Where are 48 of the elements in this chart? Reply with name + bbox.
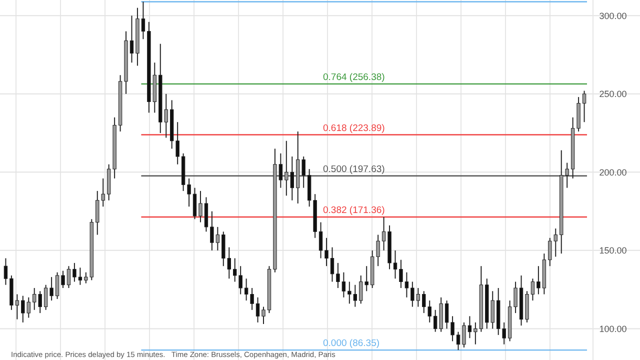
candlestick [450, 316, 454, 342]
candlestick [192, 187, 197, 220]
ref-line-label: 0.764 (256.38) [323, 72, 385, 83]
candlestick [72, 262, 76, 282]
candlestick [256, 296, 260, 323]
candlestick [187, 178, 191, 208]
y-tick-label: 300.00 [599, 10, 627, 21]
y-tick-label: 100.00 [599, 324, 627, 334]
candlestick [278, 152, 283, 188]
candlestick [393, 250, 398, 280]
y-tick-label: 200.00 [599, 167, 627, 178]
candlestick [530, 278, 535, 302]
candlestick [330, 246, 334, 282]
candlestick [204, 196, 208, 232]
candlestick [536, 266, 540, 295]
candlestick [514, 281, 518, 314]
candlestick [404, 272, 409, 298]
candlestick [198, 190, 202, 223]
candlestick [318, 222, 323, 259]
candlestick [250, 288, 254, 310]
candlestick [61, 270, 65, 288]
ref-line-label: 0.618 (223.89) [323, 122, 385, 134]
candlestick [78, 267, 82, 286]
candlestick [399, 259, 403, 288]
candlestick [4, 258, 8, 286]
candlestick [50, 276, 54, 302]
candlestick [468, 316, 472, 339]
candlestick [262, 306, 266, 324]
candlestick [336, 262, 340, 288]
candlestick [130, 15, 134, 64]
y-tick-label: 150.00 [599, 246, 627, 256]
candlestick [444, 300, 449, 330]
candlestick [582, 90, 586, 123]
candlestick [462, 322, 466, 348]
candlestick [244, 278, 248, 302]
candlestick [342, 272, 346, 298]
candlestick [324, 237, 328, 267]
candlestick [15, 294, 20, 320]
ref-line-label: 0.382 (171.36) [323, 205, 385, 216]
candlestick [44, 284, 48, 310]
candlestick [66, 266, 71, 288]
candlestick [382, 216, 386, 251]
candlestick [55, 272, 60, 300]
candlestick [456, 331, 460, 351]
ref-line-label: 0.000 (86.35) [323, 338, 380, 350]
candlestick [141, 1, 146, 40]
ref-line-label: 0.500 (197.63) [323, 164, 385, 175]
y-tick-label: 250.00 [599, 89, 627, 100]
